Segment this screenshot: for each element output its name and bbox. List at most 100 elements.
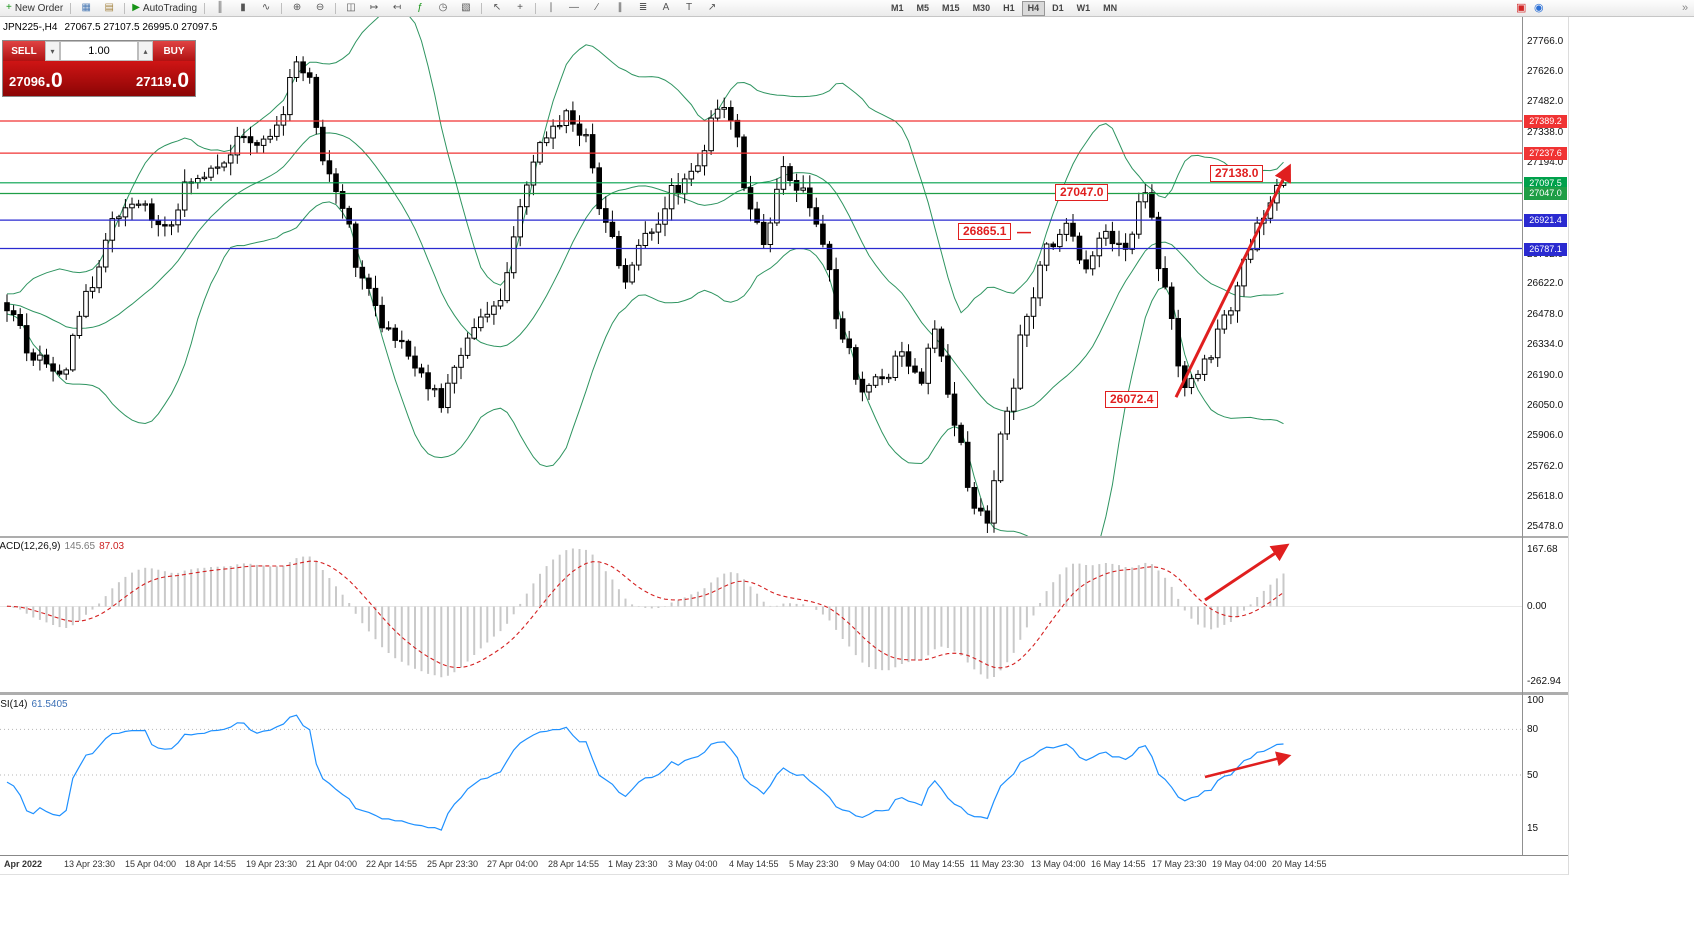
timeframe-w1-button[interactable]: W1	[1076, 2, 1091, 13]
macd-rsi-splitter[interactable]	[0, 692, 1568, 695]
arrows-button[interactable]: ↗	[701, 1, 723, 16]
chart-macd-splitter[interactable]	[0, 536, 1568, 538]
templates-icon: ▧	[461, 2, 471, 13]
equidistant-channel-button[interactable]: ∥	[609, 1, 631, 16]
macd-scale: 167.68 0.00 -262.94	[1523, 538, 1568, 692]
text-label-icon: T	[685, 2, 693, 13]
sell-price-main: 27096	[9, 74, 46, 90]
price-tick-label: 27194.0	[1527, 157, 1564, 168]
auto-scroll-button[interactable]: ↦	[363, 1, 385, 16]
fibonacci-icon: ≣	[638, 2, 648, 13]
time-label: 9 May 04:00	[850, 859, 900, 869]
zoom-out-button[interactable]: ⊖	[309, 1, 331, 16]
macd-value-signal: 87.03	[99, 541, 125, 552]
trend-arrow[interactable]	[1174, 163, 1291, 398]
time-label: Apr 2022	[4, 859, 43, 869]
crosshair-button[interactable]: +	[509, 1, 531, 16]
toolbar-separator	[281, 2, 283, 14]
timeframe-d1-button[interactable]: D1	[1052, 2, 1064, 13]
price-axis-border	[1522, 17, 1523, 855]
fibonacci-button[interactable]: ≣	[632, 1, 654, 16]
timeframe-h4-button[interactable]: H4	[1021, 0, 1046, 16]
rsi-label: RSI(14)61.5405	[0, 699, 72, 710]
toolbar-separator	[70, 2, 72, 14]
trade-panel-prices: 27096.0 27119.0	[3, 61, 195, 96]
time-label: 5 May 23:30	[789, 859, 839, 869]
text-label-button[interactable]: T	[678, 1, 700, 16]
sell-price[interactable]: 27096.0	[3, 61, 99, 96]
macd-panel[interactable]	[0, 538, 1522, 692]
candlestick-chart-button[interactable]: ▮	[232, 1, 254, 16]
zoom-out-icon: ⊖	[315, 2, 325, 13]
indicators-button[interactable]: ƒ	[409, 1, 431, 16]
line-chart-button[interactable]: ∿	[255, 1, 277, 16]
alerts-icon[interactable]: ▣	[1516, 2, 1527, 14]
profiles-button[interactable]: ▤	[98, 1, 120, 16]
rsi-panel[interactable]	[0, 695, 1522, 855]
macd-tick-label: 167.68	[1527, 544, 1558, 555]
price-callout[interactable]: 27138.0	[1210, 165, 1264, 182]
time-label: 3 May 04:00	[668, 859, 718, 869]
timeframe-mn-button[interactable]: MN	[1103, 2, 1118, 13]
volume-down-button[interactable]: ▾	[45, 41, 60, 61]
periods-button[interactable]: ◷	[432, 1, 454, 16]
vertical-line-icon: ∣	[548, 2, 554, 13]
level-lines[interactable]	[0, 120, 1522, 250]
timeframe-m15-button[interactable]: M15	[942, 2, 960, 13]
time-axis[interactable]: Apr 2022 13 Apr 23:30 15 Apr 04:00 18 Apr 1…	[0, 857, 1568, 873]
vertical-line-button[interactable]: ∣	[540, 1, 562, 16]
price-tick-label: 25478.0	[1527, 521, 1564, 532]
cursor-button[interactable]: ↖	[486, 1, 508, 16]
time-label: 27 Apr 04:00	[487, 859, 539, 869]
time-label: 25 Apr 23:30	[427, 859, 479, 869]
chart-shift-icon: ↤	[392, 2, 402, 13]
trendline-button[interactable]: ∕	[586, 1, 608, 16]
horizontal-line-button[interactable]: ―	[563, 1, 585, 16]
crosshair-icon: +	[517, 2, 523, 13]
time-label: 19 May 04:00	[1212, 859, 1267, 869]
templates-button[interactable]: ▧	[455, 1, 477, 16]
timeframe-m30-button[interactable]: M30	[972, 2, 991, 13]
price-callout[interactable]: 27047.0	[1055, 184, 1109, 201]
text-button[interactable]: A	[655, 1, 677, 16]
timeframe-m5-button[interactable]: M5	[916, 2, 930, 13]
horizontal-line-icon: ―	[569, 2, 580, 13]
bar-chart-button[interactable]: ║	[209, 1, 231, 16]
price-tick-label: 25906.0	[1527, 430, 1564, 441]
volume-input[interactable]	[60, 41, 138, 61]
open-chart-button[interactable]: ▦	[75, 1, 97, 16]
macd-trend-arrow[interactable]	[1204, 543, 1290, 602]
buy-price-main: 27119	[136, 74, 172, 90]
time-label: 13 Apr 23:30	[64, 859, 116, 869]
chart-shift-button[interactable]: ↤	[386, 1, 408, 16]
cursor-icon: ↖	[492, 2, 502, 13]
time-label: 15 Apr 04:00	[125, 859, 177, 869]
buy-price[interactable]: 27119.0	[99, 61, 195, 96]
buy-button[interactable]: BUY	[153, 41, 195, 61]
timeframe-m1-button[interactable]: M1	[891, 2, 904, 13]
rsi-line	[6, 714, 1284, 831]
macd-value-main: 145.65	[64, 541, 96, 552]
new-order-button[interactable]: + New Order	[3, 1, 66, 16]
zoom-in-button[interactable]: ⊕	[286, 1, 308, 16]
auto-scroll-icon: ↦	[369, 2, 379, 13]
rsi-scale: 100 80 50 15	[1523, 695, 1568, 855]
price-callout[interactable]: 26865.1	[958, 223, 1012, 240]
timeframe-h1-button[interactable]: H1	[1003, 2, 1015, 13]
tile-windows-button[interactable]: ◫	[340, 1, 362, 16]
macd-tick-label: 0.00	[1527, 601, 1547, 612]
one-click-trading-panel: SELL ▾ ▴ BUY 27096.0 27119.0	[2, 40, 196, 97]
price-level-badge: 27237.6	[1524, 147, 1567, 160]
volume-up-button[interactable]: ▴	[138, 41, 153, 61]
price-chart[interactable]	[0, 17, 1522, 536]
macd-histogram	[6, 548, 1285, 679]
price-callout[interactable]: 26072.4	[1105, 391, 1159, 408]
toolbar-overflow-icon[interactable]: »	[1682, 2, 1689, 14]
community-icon[interactable]: ◉	[1534, 2, 1544, 14]
price-axis[interactable]: 27766.027626.027482.027338.027194.027050…	[1523, 17, 1568, 855]
autotrading-button[interactable]: ▶ AutoTrading	[129, 1, 200, 16]
sell-button[interactable]: SELL	[3, 41, 45, 61]
rsi-trend-arrow[interactable]	[1204, 751, 1292, 779]
price-level-badge: 26921.4	[1524, 214, 1567, 227]
